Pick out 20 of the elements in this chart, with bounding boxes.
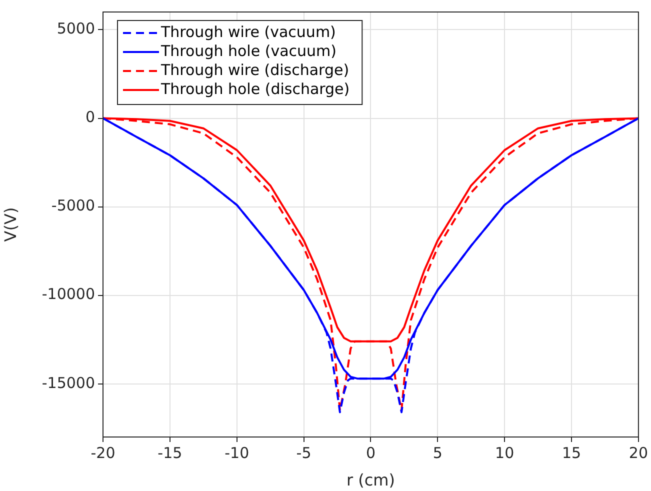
x-tick-label: 20 [628,444,648,462]
y-tick-label: -5000 [51,196,95,215]
x-tick-label: -5 [296,444,312,462]
y-tick-label: 0 [85,108,95,126]
x-tick-label: -10 [224,444,250,462]
x-tick-label: 5 [432,444,442,462]
y-tick-label: 5000 [56,20,95,38]
y-tick-label: -10000 [42,285,95,304]
legend-label: Through hole (discharge) [160,80,350,98]
legend-label: Through wire (discharge) [160,60,350,79]
x-tick-label: 10 [495,444,514,462]
x-tick-label: 0 [366,444,376,462]
legend-label: Through wire (vacuum) [160,22,336,41]
x-axis-title: r (cm) [346,470,395,490]
legend-label: Through hole (vacuum) [160,42,336,60]
x-tick-label: -20 [90,444,116,462]
x-tick-label: 15 [562,444,582,462]
y-tick-label: -15000 [42,374,95,392]
x-tick-label: -15 [158,444,182,462]
y-axis-title: V(V) [0,207,20,242]
